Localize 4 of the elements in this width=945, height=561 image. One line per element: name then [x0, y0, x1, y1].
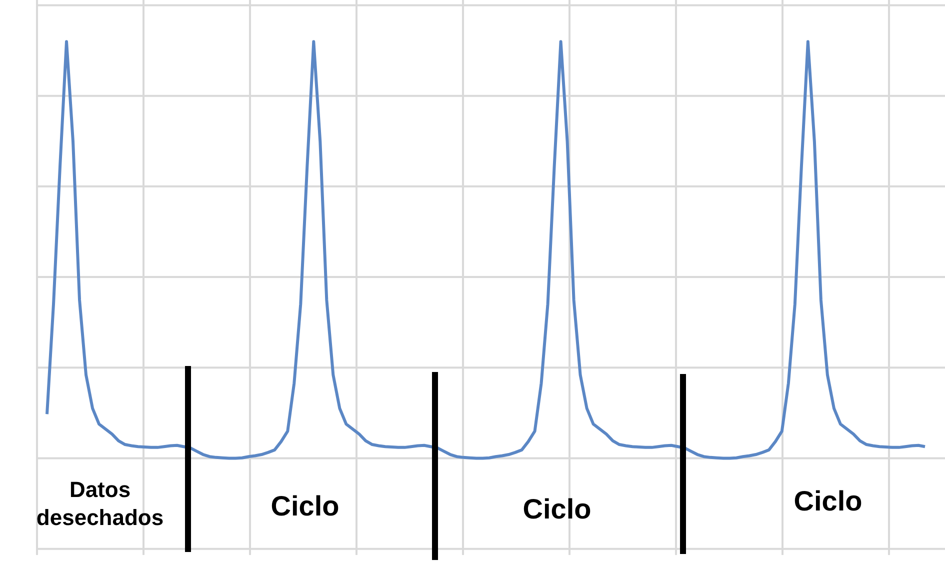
text: Ciclo — [270, 490, 340, 522]
text: Ciclo — [522, 494, 592, 525]
text: Datos desechados — [36, 477, 164, 530]
text: Ciclo — [794, 486, 862, 517]
